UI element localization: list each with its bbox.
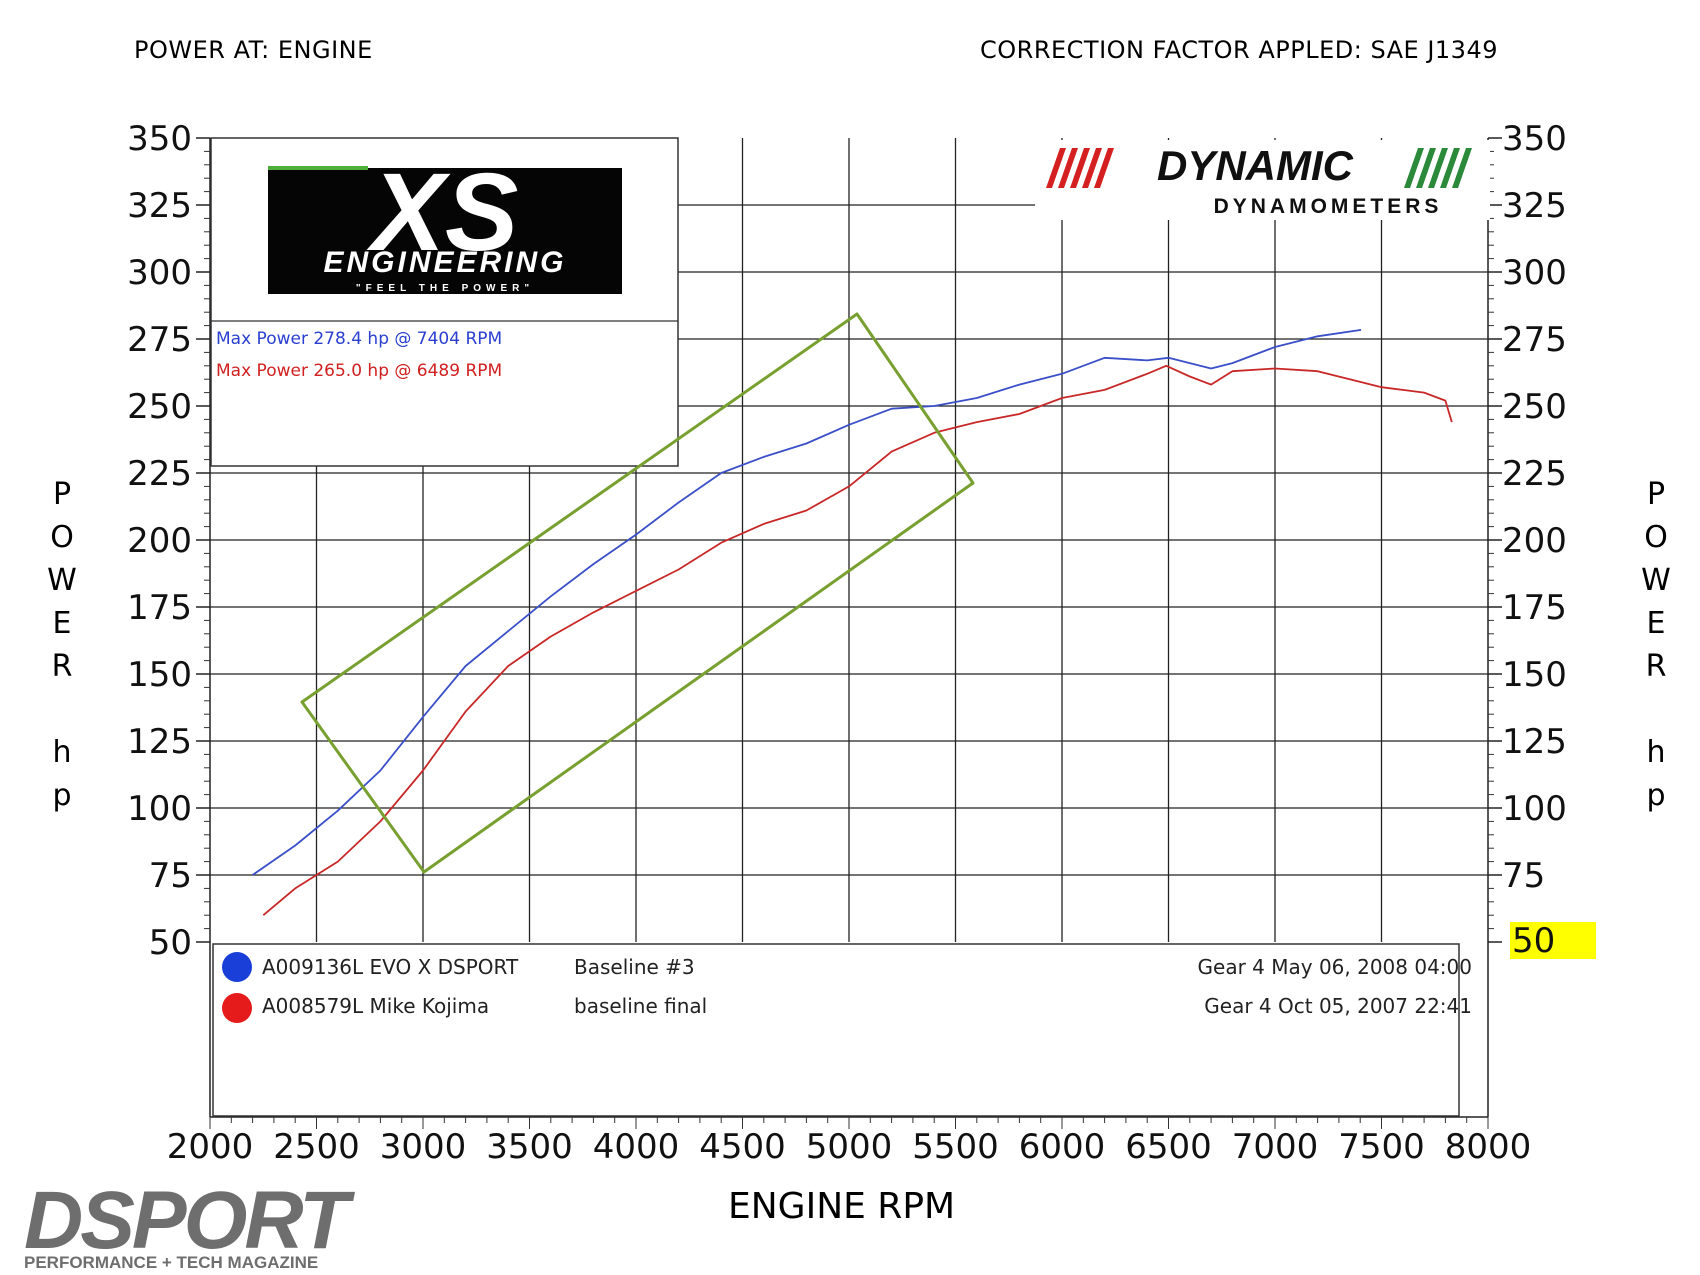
y-axis-title-letter: E — [52, 606, 72, 641]
y-tick-label-right: 250 — [1502, 387, 1567, 427]
y-axis-title-letter: p — [52, 778, 72, 813]
y-tick-label-left: 300 — [127, 253, 192, 293]
x-tick-label: 2000 — [167, 1127, 254, 1167]
header-power-at: POWER AT: ENGINE — [134, 36, 373, 64]
header-correction-factor: CORRECTION FACTOR APPLED: SAE J1349 — [980, 36, 1498, 64]
xs-engineering-logo: XS ENGINEERING "FEEL THE POWER" — [268, 151, 622, 294]
dsport-logo: DSPORT PERFORMANCE + TECH MAGAZINE — [24, 1175, 358, 1272]
y-tick-label-left: 75 — [149, 856, 192, 896]
y-tick-label-right: 125 — [1502, 722, 1567, 762]
x-tick-labels: 2000 2500 3000 3500 4000 4500 5000 5500 6000 6500… — [167, 1127, 1532, 1167]
xs-logo-main: XS — [366, 151, 519, 274]
y-tick-label-right: 275 — [1502, 320, 1567, 360]
highlight-box — [300, 312, 975, 874]
series-line-red — [262, 364, 1453, 916]
y-tick-label-right: 150 — [1502, 655, 1567, 695]
y-axis-title-letter: h — [1646, 735, 1666, 770]
y-tick-label-left: 250 — [127, 387, 192, 427]
legend-note-red: baseline final — [574, 994, 707, 1018]
y-tick-label-right: 350 — [1502, 119, 1567, 159]
x-tick-label: 6500 — [1125, 1127, 1212, 1167]
x-tick-label: 5500 — [912, 1127, 999, 1167]
y-tick-label-left: 150 — [127, 655, 192, 695]
x-tick-label: 3000 — [380, 1127, 467, 1167]
y-tick-label-right: 300 — [1502, 253, 1567, 293]
legend-id-red: A008579L Mike Kojima — [262, 994, 489, 1018]
max-power-red: Max Power 265.0 hp @ 6489 RPM — [216, 361, 502, 381]
x-tick-label: 3500 — [486, 1127, 573, 1167]
y-axis-title-letter: W — [1641, 563, 1671, 598]
series-line-blue — [252, 329, 1362, 876]
y-axis-title-letter — [1636, 688, 1676, 731]
highlight-label: 50 — [1512, 921, 1555, 961]
legend-date-blue: Gear 4 May 06, 2008 04:00 — [1198, 955, 1472, 979]
y-axis-title-letter: E — [1646, 606, 1666, 641]
y-axis-title-letter: P — [52, 477, 72, 512]
legend-box: A009136L EVO X DSPORT Baseline #3 Gear 4… — [212, 943, 1472, 1117]
xs-logo-sub: ENGINEERING — [323, 246, 566, 279]
y-axis-title-letter: P — [1646, 477, 1666, 512]
legend-note-blue: Baseline #3 — [574, 955, 695, 979]
dsport-logo-sub: PERFORMANCE + TECH MAGAZINE — [24, 1253, 318, 1272]
x-tick-label: 4000 — [593, 1127, 680, 1167]
legend-dot-blue — [222, 952, 252, 982]
y-tick-label-left: 200 — [127, 521, 192, 561]
x-tick-label: 8000 — [1445, 1127, 1532, 1167]
x-tick-label: 6000 — [1019, 1127, 1106, 1167]
y-tick-label-left: 50 — [149, 923, 192, 963]
x-tick-label: 7500 — [1338, 1127, 1425, 1167]
data-series — [252, 329, 1453, 916]
y-tick-label-left: 125 — [127, 722, 192, 762]
y-tick-label-left: 350 — [127, 119, 192, 159]
x-axis-title: ENGINE RPM — [728, 1186, 956, 1227]
x-tick-label: 7000 — [1232, 1127, 1319, 1167]
xs-logo-tag: "FEEL THE POWER" — [356, 283, 534, 294]
y-tick-label-left: 175 — [127, 588, 192, 628]
y-tick-label-left: 225 — [127, 454, 192, 494]
y-axis-title-letter: O — [50, 520, 74, 555]
y-tick-label-right: 225 — [1502, 454, 1567, 494]
y-tick-label-right: 175 — [1502, 588, 1567, 628]
dynamic-dynamometers-logo: DYNAMIC DYNAMOMETERS — [1035, 140, 1490, 220]
xs-logo-box: XS ENGINEERING "FEEL THE POWER" Max Powe… — [210, 137, 679, 467]
minor-ticks — [196, 137, 1502, 1129]
y-tick-label-left: 275 — [127, 320, 192, 360]
y-tick-label-left: 100 — [127, 789, 192, 829]
dynamic-logo-sub: DYNAMOMETERS — [1214, 195, 1443, 218]
y-tick-labels-right: 75 100 125 150 175 200 225 250 275 300 325 350 — [1502, 119, 1567, 896]
y-axis-title-letter: h — [52, 735, 72, 770]
y-axis-title-letter: p — [1646, 778, 1666, 813]
y-tick-label-right: 75 — [1502, 856, 1545, 896]
max-power-blue: Max Power 278.4 hp @ 7404 RPM — [216, 329, 502, 349]
yellow-highlight — [1510, 922, 1596, 959]
y-axis-title-letter: O — [1644, 520, 1668, 555]
y-tick-label-right: 200 — [1502, 521, 1567, 561]
y-axis-title-letter — [42, 688, 82, 731]
y-tick-label-right: 325 — [1502, 186, 1567, 226]
y-tick-label-right: 100 — [1502, 789, 1567, 829]
y-axis-title-letter: R — [51, 649, 73, 684]
legend-id-blue: A009136L EVO X DSPORT — [262, 955, 519, 979]
legend-dot-red — [222, 993, 252, 1023]
x-tick-label: 4500 — [699, 1127, 786, 1167]
legend-date-red: Gear 4 Oct 05, 2007 22:41 — [1204, 994, 1472, 1018]
y-tick-label-left: 325 — [127, 186, 192, 226]
x-tick-label: 5000 — [806, 1127, 893, 1167]
dynamic-logo-main: DYNAMIC — [1157, 142, 1354, 189]
y-axis-title-letter: R — [1645, 649, 1667, 684]
x-tick-label: 2500 — [273, 1127, 360, 1167]
y-tick-labels-left: 50 75 100 125 150 175 200 225 250 275 300 325 350 — [127, 119, 192, 963]
dsport-logo-main: DSPORT — [24, 1175, 355, 1266]
y-axis-title-letter: W — [47, 563, 77, 598]
